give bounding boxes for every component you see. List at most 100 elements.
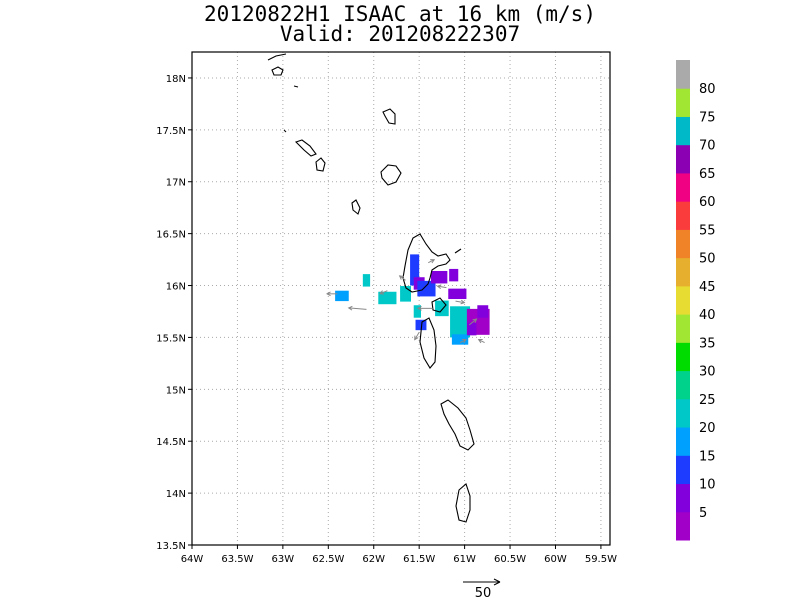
wind-vector — [348, 307, 367, 310]
wind-vector — [478, 339, 485, 344]
x-tick-label: 61.5W — [403, 554, 435, 565]
y-tick-label: 17N — [166, 178, 186, 189]
chart-title: 20120822H1 ISAAC at 16 km (m/s) — [204, 2, 596, 26]
colorbar-label: 35 — [699, 336, 716, 351]
wind-vector-head — [472, 318, 478, 323]
wind-vector-head — [379, 290, 385, 295]
colorbar-segment — [676, 370, 690, 400]
data-cell — [451, 334, 469, 345]
x-tick-label: 64W — [181, 554, 204, 565]
coastline-martinique — [440, 399, 475, 451]
data-cell — [450, 306, 471, 338]
reference-vector-label: 50 — [475, 586, 492, 600]
reference-vector-arrowhead — [493, 578, 501, 586]
x-tick-label: 62W — [362, 554, 385, 565]
wind-vector-head — [477, 339, 483, 344]
wind-vector-head — [416, 306, 422, 311]
wind-vector — [414, 331, 420, 340]
colorbar-segment — [676, 60, 690, 89]
y-tick-label: 15N — [166, 385, 186, 396]
colorbar-segment — [676, 511, 690, 541]
x-tick-label: 59.5W — [585, 554, 617, 565]
wind-vector-head — [430, 259, 436, 264]
coastline-saba — [283, 129, 287, 133]
y-tick-label: 16N — [166, 282, 186, 293]
y-tick-label: 14.5N — [156, 437, 186, 448]
colorbar-label: 5 — [699, 506, 707, 521]
wind-vector-head — [414, 335, 419, 341]
colorbar-label: 80 — [699, 82, 716, 97]
colorbar-label: 70 — [699, 139, 716, 154]
wind-vector — [459, 339, 467, 344]
colorbar-label: 55 — [699, 223, 716, 238]
wind-vector-head — [436, 284, 442, 289]
wind-vector — [399, 275, 406, 281]
wind-vector — [379, 290, 388, 295]
reference-vector: 50 — [463, 578, 501, 600]
colorbar-label: 60 — [699, 195, 716, 210]
colorbar-segment — [676, 483, 690, 513]
x-tick-label: 63W — [272, 554, 295, 565]
x-tick-label: 61W — [453, 554, 476, 565]
chart-subtitle: Valid: 201208222307 — [279, 22, 521, 46]
wind-vector — [455, 300, 465, 304]
colorbar-segment — [676, 285, 690, 315]
colorbar-segment — [676, 144, 690, 174]
x-tick-label: 60.5W — [494, 554, 526, 565]
colorbar-segment — [676, 427, 690, 456]
colorbar-segment — [676, 116, 690, 146]
y-tick-label: 14N — [166, 489, 186, 500]
colorbar-segment — [676, 88, 690, 117]
coastline-nevis — [315, 157, 326, 172]
data-cell — [415, 319, 427, 331]
wind-vectors — [325, 259, 485, 344]
coastline-dominica — [419, 317, 437, 369]
data-cell — [362, 274, 371, 287]
wind-vector-head — [325, 291, 331, 297]
colorbar-label: 10 — [699, 478, 716, 493]
data-cell — [467, 322, 477, 336]
colorbar-segment — [676, 172, 690, 202]
colorbar-label: 30 — [699, 365, 716, 380]
colorbar-label: 45 — [699, 280, 716, 295]
wind-vector — [468, 318, 477, 326]
wind-vector — [428, 259, 435, 264]
colorbar-label: 65 — [699, 167, 716, 182]
data-cell — [413, 305, 421, 318]
y-tick-label: 18N — [166, 74, 186, 85]
y-axis: 13.5N 14N 14.5N 15N 15.5N 16N 16.5N 17N 17.5N 18N — [156, 74, 192, 552]
x-axis: 64W 63.5W 63W 62.5W 62W 61.5W 61W 60.5W 60W 59.5W — [181, 545, 617, 565]
x-tick-label: 60W — [544, 554, 567, 565]
colorbar-segment — [676, 455, 690, 485]
colorbar-label: 75 — [699, 110, 716, 125]
colorbar-segment — [676, 314, 690, 343]
wind-vector — [437, 285, 447, 289]
y-tick-label: 13.5N — [156, 541, 186, 552]
coastline-guadeloupe — [402, 233, 451, 293]
coastline-st-kitts — [294, 139, 317, 157]
wind-vector-head — [347, 305, 353, 311]
colorbar-label: 25 — [699, 393, 716, 408]
colorbar-label: 40 — [699, 308, 716, 323]
colorbar-segment — [676, 229, 690, 259]
coastline-barbuda — [382, 108, 396, 125]
coastline-antigua — [380, 164, 402, 186]
data-cell — [448, 288, 467, 300]
colorbar-label: 50 — [699, 252, 716, 267]
wind-vector-head — [461, 339, 467, 344]
x-tick-label: 63.5W — [221, 554, 253, 565]
data-cell — [400, 286, 411, 302]
data-cell — [417, 280, 436, 297]
data-cells — [335, 254, 490, 345]
coastline-st-barts — [293, 85, 299, 88]
y-tick-label: 17.5N — [156, 126, 186, 137]
colorbar-label: 15 — [699, 449, 716, 464]
data-cell — [477, 305, 489, 318]
data-cell — [335, 290, 349, 302]
grid-lines — [192, 52, 610, 545]
colorbar-segment — [676, 201, 690, 230]
wind-vector-head — [398, 275, 404, 280]
wind-vector-head — [460, 299, 466, 305]
coastline-st-lucia — [455, 483, 471, 523]
data-cell — [435, 300, 449, 317]
